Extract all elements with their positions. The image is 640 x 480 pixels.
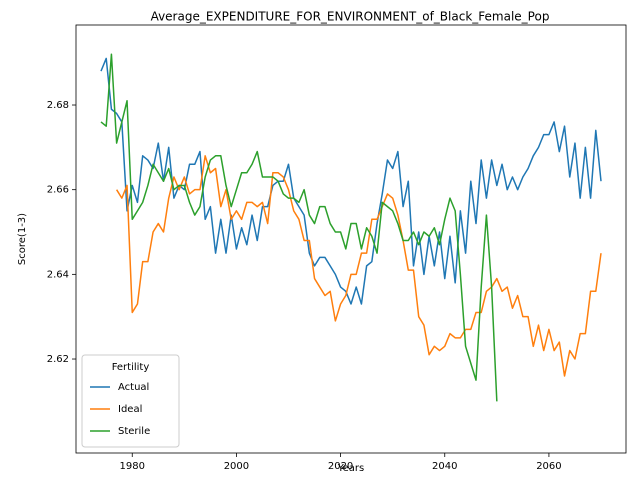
y-tick-label: 2.64 [47,269,69,280]
chart-title: Average_EXPENDITURE_FOR_ENVIRONMENT_of_B… [151,10,550,24]
x-tick-label: 2060 [536,461,561,472]
legend-label: Actual [118,382,149,393]
legend: Fertility Actual Ideal Sterile [81,354,180,448]
y-axis-label: Score(1-3) [17,213,28,265]
line-series [100,53,498,402]
legend-box [81,354,180,448]
x-tick-label: 1980 [120,461,145,472]
line-series [100,57,602,305]
line-series [115,155,602,377]
x-tick-label: 2000 [224,461,249,472]
plot-frame [75,24,627,454]
legend-label: Sterile [118,426,150,437]
x-axis-label: Years [337,463,364,474]
y-tick-label: 2.66 [47,185,69,196]
x-tick-label: 2040 [432,461,457,472]
legend-label: Ideal [118,404,142,415]
y-tick-label: 2.62 [47,354,69,365]
y-tick-label: 2.68 [47,100,69,111]
x-tick-label: 2020 [328,461,353,472]
legend-title: Fertility [112,362,150,373]
